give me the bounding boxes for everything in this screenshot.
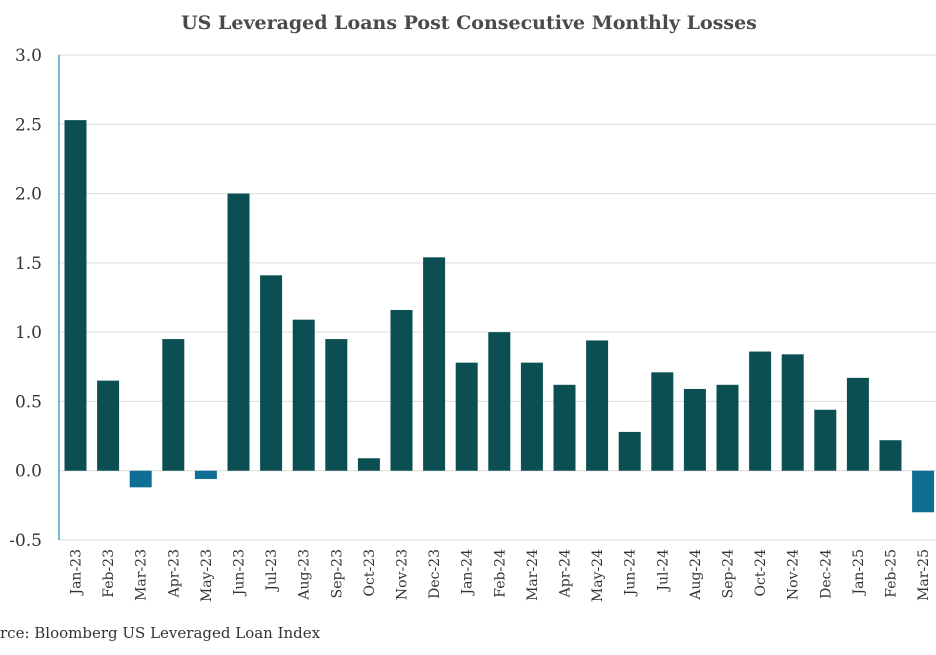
x-tick-label: Dec-23	[427, 549, 443, 599]
y-tick-label: 3.0	[15, 46, 42, 66]
x-tick-label: Nov-24	[786, 549, 802, 600]
bar-mar-24	[520, 362, 543, 471]
bar-feb-25	[879, 440, 902, 471]
bar-oct-23	[357, 458, 380, 471]
x-tick-label: Jan-25	[851, 549, 867, 597]
bar-sep-23	[325, 339, 348, 471]
bar-jun-24	[618, 431, 641, 471]
bar-jan-23	[64, 120, 87, 471]
x-tick-label: Mar-25	[916, 549, 932, 601]
bar-apr-23	[162, 339, 185, 471]
bar-jun-23	[227, 193, 250, 471]
y-tick-label: -0.5	[9, 531, 42, 551]
bar-nov-24	[781, 354, 804, 471]
bars	[64, 120, 935, 513]
bar-apr-24	[553, 384, 576, 471]
x-tick-label: Nov-23	[395, 549, 411, 600]
bar-mar-25	[912, 470, 935, 513]
y-tick-label: 0.5	[15, 392, 42, 412]
y-tick-label: 1.5	[15, 254, 42, 274]
bar-oct-24	[749, 351, 772, 471]
bar-feb-23	[97, 380, 120, 471]
bar-jan-25	[846, 377, 869, 471]
bar-mar-23	[129, 470, 152, 488]
y-tick-label: 0.0	[15, 462, 42, 482]
x-tick-label: Oct-24	[753, 549, 769, 597]
x-axis-ticks: Jan-23 Feb-23 Mar-23 Apr-23 May-23 Jun-23 Jul-…	[69, 549, 933, 602]
x-tick-label: Jul-24	[655, 549, 671, 593]
source-note: rce: Bloomberg US Leveraged Loan Index	[0, 624, 321, 642]
x-tick-label: Jun-24	[623, 549, 639, 597]
x-tick-label: Jan-24	[460, 549, 476, 597]
bar-jan-24	[455, 362, 478, 471]
x-tick-label: Feb-23	[101, 549, 117, 598]
x-tick-label: Sep-24	[721, 549, 737, 598]
x-tick-label: Feb-25	[884, 549, 900, 598]
bar-may-23	[194, 470, 217, 480]
x-tick-label: Dec-24	[818, 549, 834, 599]
x-tick-label: Oct-23	[362, 549, 378, 597]
x-tick-label: May-24	[590, 549, 606, 602]
bar-jul-23	[260, 275, 283, 471]
y-tick-label: 1.0	[15, 323, 42, 343]
x-tick-label: Apr-23	[166, 549, 182, 598]
bar-sep-24	[716, 384, 739, 471]
bar-nov-23	[390, 309, 413, 471]
y-tick-label: 2.5	[15, 115, 42, 135]
x-tick-label: Jan-23	[69, 549, 85, 597]
bar-jul-24	[651, 372, 674, 471]
x-tick-label: Mar-23	[134, 549, 150, 601]
y-tick-label: 2.0	[15, 185, 42, 205]
bar-aug-24	[683, 388, 706, 471]
x-tick-label: May-23	[199, 549, 215, 602]
y-axis-ticks: 3.0 2.5 2.0 1.5 1.0 0.5 0.0 -0.5	[9, 46, 42, 551]
x-tick-label: Aug-23	[297, 549, 313, 601]
x-tick-label: Aug-24	[688, 549, 704, 601]
bar-aug-23	[292, 319, 315, 471]
x-tick-label: Jun-23	[232, 549, 248, 597]
bar-feb-24	[488, 332, 511, 471]
x-tick-label: Sep-23	[329, 549, 345, 598]
bar-dec-23	[423, 257, 446, 471]
bar-dec-24	[814, 409, 837, 471]
x-tick-label: Mar-24	[525, 549, 541, 601]
bar-may-24	[586, 340, 609, 471]
chart-title: US Leveraged Loans Post Consecutive Mont…	[181, 12, 757, 34]
x-tick-label: Jul-23	[264, 549, 280, 593]
x-tick-label: Feb-24	[492, 549, 508, 598]
x-tick-label: Apr-24	[558, 549, 574, 598]
